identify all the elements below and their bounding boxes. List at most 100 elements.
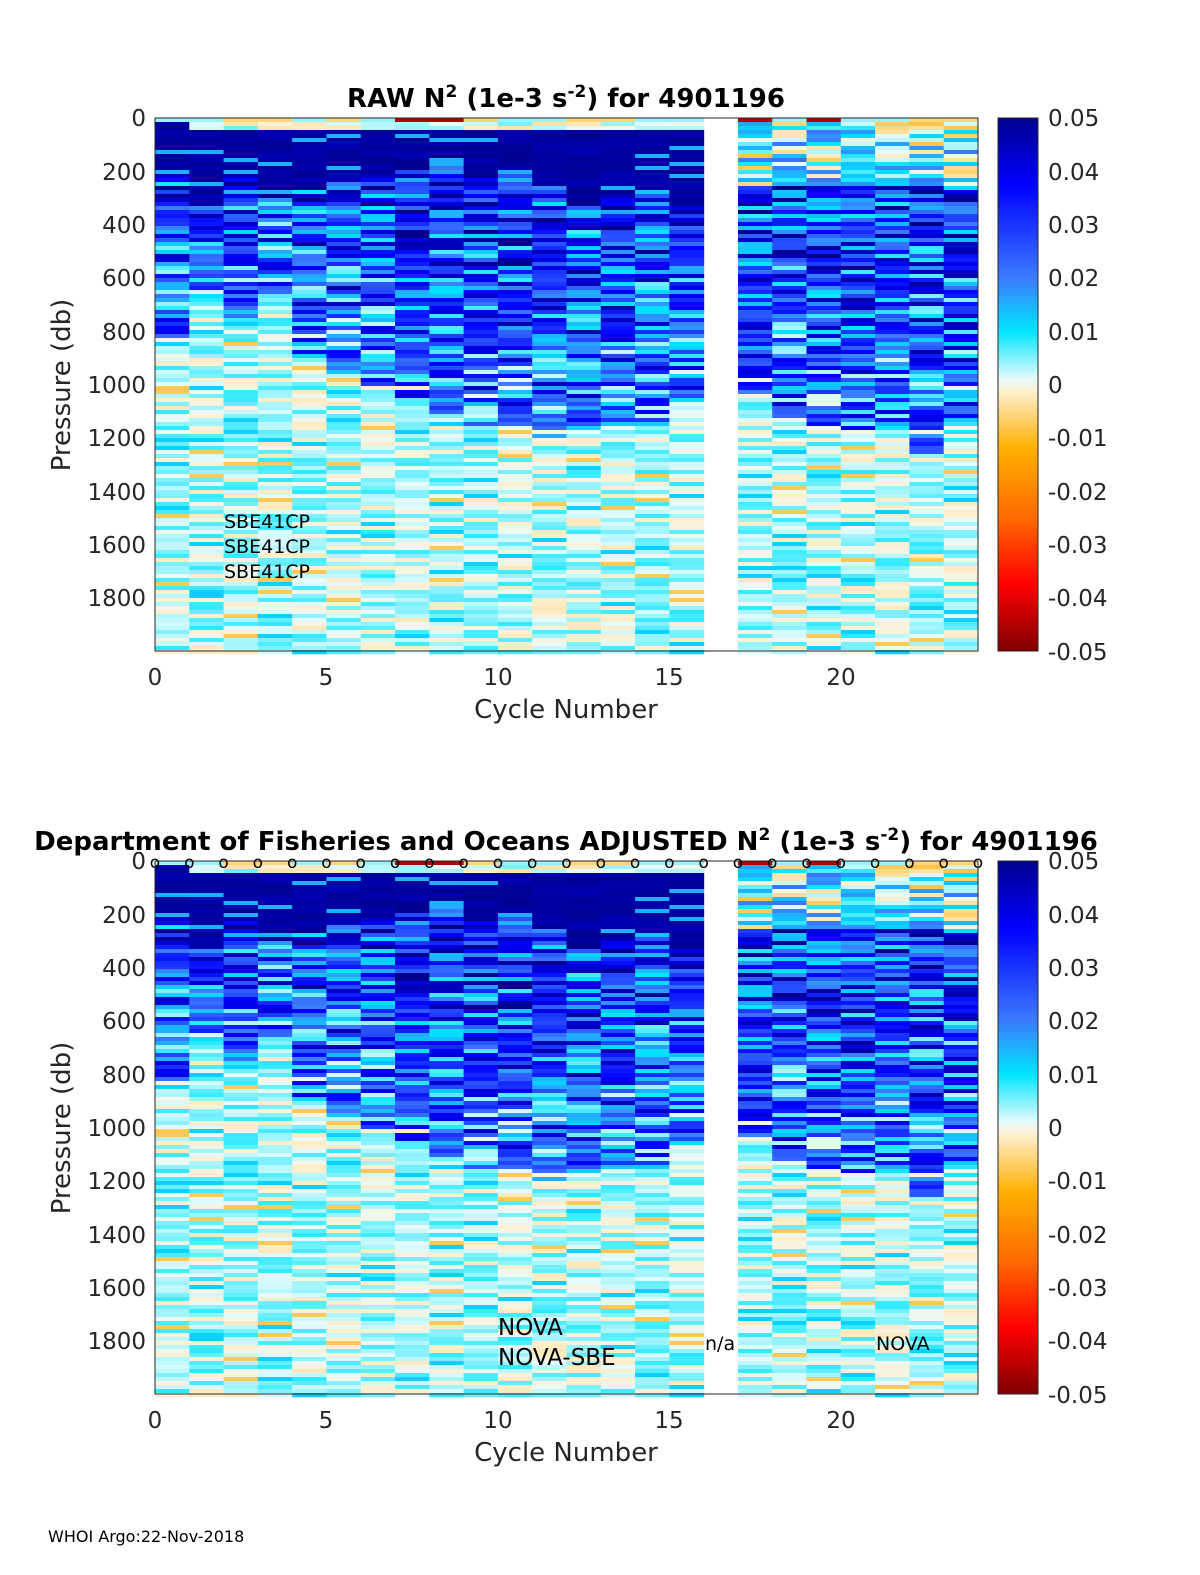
heatmap-cell [326, 1261, 362, 1266]
heatmap-cell [395, 1393, 430, 1398]
heatmap-cell [155, 358, 190, 363]
heatmap-cell [909, 502, 945, 507]
heatmap-cell [943, 554, 979, 559]
heatmap-cell [532, 578, 567, 583]
heatmap-cell [395, 897, 430, 902]
heatmap-cell [360, 250, 396, 255]
heatmap-cell [155, 1069, 190, 1074]
heatmap-cell [189, 542, 225, 547]
heatmap-cell [532, 1053, 567, 1058]
heatmap-cell [429, 869, 465, 874]
heatmap-cell [155, 426, 190, 431]
heatmap-cell [189, 554, 225, 559]
heatmap-cell [360, 518, 396, 523]
heatmap-cell [600, 338, 636, 343]
heatmap-cell [189, 422, 225, 427]
heatmap-cell [840, 146, 876, 151]
heatmap-cell [189, 1209, 225, 1214]
heatmap-cell [737, 202, 773, 207]
heatmap-cell [635, 134, 670, 139]
heatmap-cell [600, 869, 636, 874]
heatmap-cell [669, 594, 705, 599]
heatmap-cell [909, 334, 945, 339]
heatmap-cell [326, 1169, 362, 1174]
heatmap-cell [429, 861, 465, 866]
heatmap-cell [806, 278, 842, 283]
heatmap-cell [360, 1005, 396, 1010]
heatmap-cell [566, 142, 602, 147]
heatmap-cell [463, 1213, 499, 1218]
heatmap-cell [737, 470, 773, 475]
heatmap-cell [806, 522, 842, 527]
heatmap-cell [600, 1297, 636, 1302]
heatmap-cell [840, 178, 876, 183]
heatmap-cell [155, 510, 190, 515]
heatmap-cell [223, 522, 259, 527]
heatmap-cell [429, 322, 465, 327]
heatmap-cell [600, 210, 636, 215]
heatmap-cell [635, 542, 670, 547]
heatmap-cell [292, 282, 327, 287]
heatmap-cell [395, 1161, 430, 1166]
heatmap-cell [326, 590, 362, 595]
heatmap-cell [257, 1045, 293, 1050]
heatmap-cell [943, 386, 979, 391]
heatmap-cell [600, 877, 636, 882]
heatmap-cell [326, 1393, 362, 1398]
heatmap-cell [566, 326, 602, 331]
heatmap-cell [189, 170, 225, 175]
heatmap-cell [635, 370, 670, 375]
heatmap-cell [669, 418, 705, 423]
heatmap-cell [395, 386, 430, 391]
heatmap-cell [360, 350, 396, 355]
heatmap-cell [429, 1085, 465, 1090]
heatmap-cell [326, 1069, 362, 1074]
heatmap-cell [429, 1377, 465, 1382]
heatmap-cell [189, 1177, 225, 1182]
heatmap-cell [223, 634, 259, 639]
heatmap-cell [292, 602, 327, 607]
heatmap-cell [497, 338, 533, 343]
heatmap-cell [223, 438, 259, 443]
heatmap-cell [155, 1233, 190, 1238]
heatmap-cell [155, 458, 190, 463]
heatmap-cell [943, 562, 979, 567]
heatmap-cell [395, 1009, 430, 1014]
heatmap-cell [600, 610, 636, 615]
heatmap-cell [223, 1225, 259, 1230]
heatmap-cell [257, 158, 293, 163]
heatmap-cell [257, 1365, 293, 1370]
heatmap-cell [326, 1209, 362, 1214]
heatmap-cell [806, 326, 842, 331]
heatmap-cell [395, 1285, 430, 1290]
heatmap-cell [497, 614, 533, 619]
heatmap-cell [600, 1177, 636, 1182]
heatmap-cell [635, 178, 670, 183]
heatmap-cell [223, 1365, 259, 1370]
heatmap-cell [155, 941, 190, 946]
heatmap-cell [532, 370, 567, 375]
heatmap-cell [360, 933, 396, 938]
heatmap-cell [155, 190, 190, 195]
heatmap-cell [497, 861, 533, 866]
heatmap-cell [566, 606, 602, 611]
heatmap-cell [840, 366, 876, 371]
heatmap-cell [429, 434, 465, 439]
heatmap-cell [463, 430, 499, 435]
heatmap-cell [806, 582, 842, 587]
heatmap-cell [429, 1365, 465, 1370]
heatmap-cell [840, 446, 876, 451]
heatmap-cell [395, 294, 430, 299]
heatmap-cell [909, 534, 945, 539]
heatmap-cell [532, 462, 567, 467]
heatmap-cell [189, 558, 225, 563]
heatmap-cell [326, 554, 362, 559]
heatmap-cell [875, 162, 910, 167]
heatmap-cell [326, 929, 362, 934]
heatmap-cell [463, 1117, 499, 1122]
heatmap-cell [223, 518, 259, 523]
heatmap-cell [840, 402, 876, 407]
heatmap-cell [395, 270, 430, 275]
heatmap-cell [909, 526, 945, 531]
heatmap-cell [395, 218, 430, 223]
